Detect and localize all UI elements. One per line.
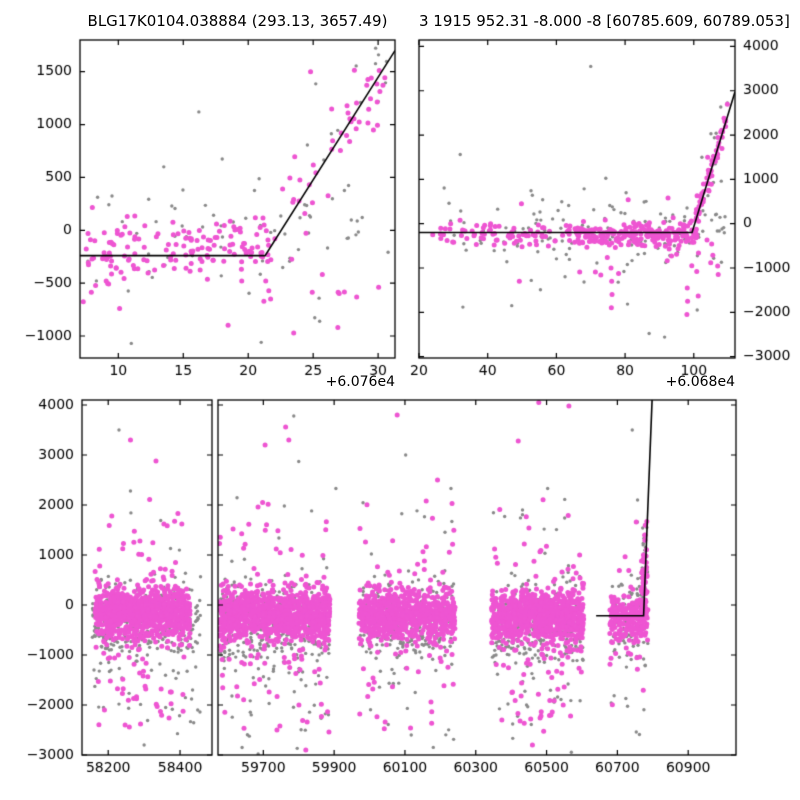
x-axis-offset-left: +6.076e4 (325, 374, 395, 390)
subplot-title-right: 3 1915 952.31 -8.000 -8 [60785.609, 6078… (419, 12, 790, 30)
subplot-title-left: BLG17K0104.038884 (293.13, 3657.49) (87, 12, 388, 30)
x-axis-offset-right: +6.068e4 (665, 374, 735, 390)
